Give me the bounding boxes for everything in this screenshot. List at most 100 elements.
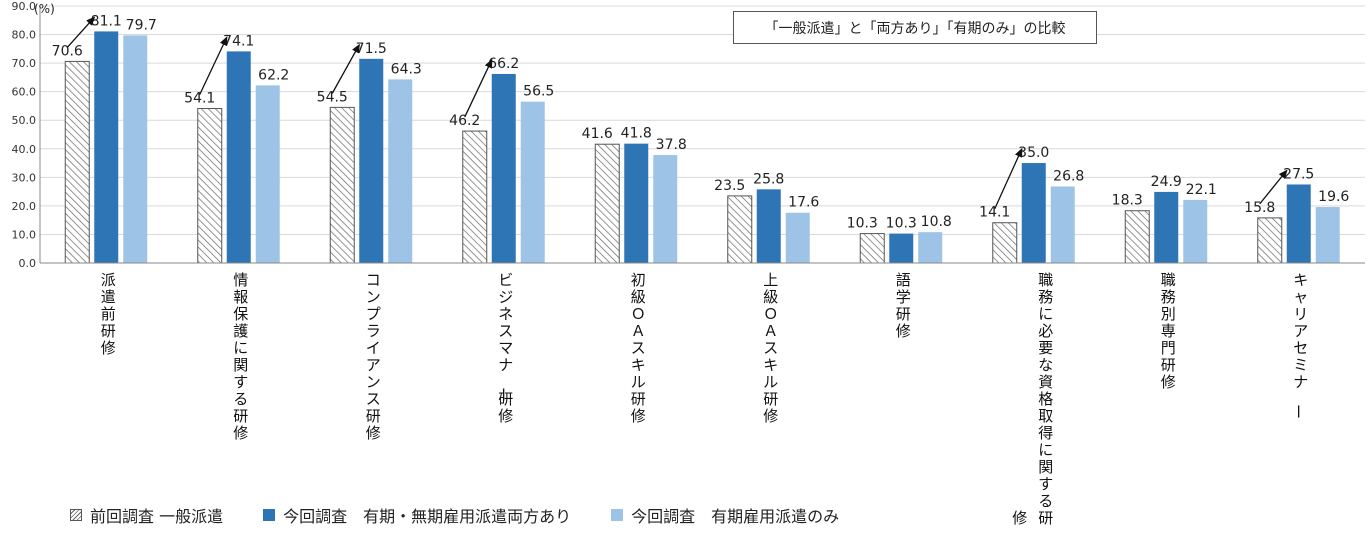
value-label: 10.3	[886, 216, 917, 232]
value-label: 22.1	[1186, 182, 1217, 198]
legend: 前回調査 一般派遣 今回調査 有期・無期雇用派遣両方あり 今回調査 有期雇用派遣…	[70, 503, 879, 527]
bar-previous	[329, 106, 355, 264]
value-labels: 70.6 81.1 79.7 54.1 74.1 62.2 54.5 71.564.3 46.2…	[52, 13, 1350, 231]
bar-both	[1021, 163, 1046, 263]
value-label: 41.8	[621, 126, 652, 142]
value-label: 10.8	[921, 214, 952, 230]
value-label: 24.9	[1151, 174, 1182, 190]
legend-item-previous: 前回調査 一般派遣	[70, 503, 223, 527]
y-tick-label: 90.0	[12, 0, 37, 13]
bar-both	[1154, 191, 1179, 263]
value-label: 54.1	[184, 91, 215, 107]
value-label: 81.1	[91, 13, 122, 29]
legend-swatch-both	[263, 509, 276, 521]
arrows	[66, 16, 1288, 210]
legend-label-only: 今回調査 有期雇用派遣のみ	[631, 507, 840, 526]
value-label: 79.7	[126, 17, 157, 33]
value-label: 56.5	[523, 84, 554, 100]
bar-previous	[197, 108, 223, 264]
value-label: 62.2	[258, 67, 289, 83]
bar-only	[388, 79, 413, 263]
y-tick-label: 30.0	[12, 171, 37, 184]
category-label: 語学研修	[896, 271, 911, 340]
bar-both	[94, 31, 119, 263]
legend-label-both: 今回調査 有期・無期雇用派遣両方あり	[283, 507, 572, 526]
value-label: 19.6	[1318, 189, 1349, 205]
y-tick-label: 80.0	[12, 29, 37, 42]
value-label: 64.3	[391, 61, 422, 77]
change-arrow	[1259, 169, 1288, 205]
legend-label-previous: 前回調査 一般派遣	[90, 507, 224, 526]
bar-previous	[992, 222, 1018, 264]
y-tick-label: 70.0	[12, 57, 37, 70]
change-arrow	[199, 36, 228, 95]
change-arrow	[331, 43, 360, 94]
value-label: 27.5	[1283, 166, 1314, 182]
category-label: 職務に必要な資格取得に関する研修	[1012, 271, 1053, 527]
y-tick-label: 40.0	[12, 143, 37, 156]
value-label: 17.6	[788, 195, 819, 211]
value-label: 25.8	[753, 171, 784, 187]
bar-previous	[1124, 210, 1150, 264]
bar-only	[918, 232, 943, 263]
bar-both	[226, 51, 251, 263]
axes: 0.0 10.0 20.0 30.0 40.0 50.0 60.0 70.0 80.0 90.0 派…	[12, 0, 1365, 527]
value-label: 71.5	[356, 41, 387, 57]
value-label: 46.2	[449, 113, 480, 129]
bar-both	[624, 143, 649, 263]
bar-previous	[859, 233, 885, 264]
bar-previous	[594, 143, 620, 264]
category-label: 情報保護に関する研修	[233, 271, 248, 442]
bar-only	[1050, 186, 1075, 263]
y-tick-label: 0.0	[19, 257, 37, 270]
bar-previous	[727, 195, 753, 264]
legend-item-both: 今回調査 有期・無期雇用派遣両方あり	[263, 503, 571, 527]
y-tick-label: 50.0	[12, 114, 37, 127]
y-tick-label: 20.0	[12, 200, 37, 213]
value-label: 41.6	[582, 126, 613, 142]
change-arrow	[464, 58, 493, 118]
value-label: 15.8	[1244, 200, 1275, 216]
bar-only	[520, 101, 545, 264]
category-label: 派遣前研修	[101, 271, 116, 357]
category-label: 上級ＯＡスキル研修	[763, 271, 778, 425]
bar-both	[889, 233, 914, 263]
legend-swatch-only	[611, 509, 624, 521]
bars	[64, 31, 1340, 264]
value-label: 54.5	[317, 89, 348, 105]
value-label: 14.1	[979, 205, 1010, 221]
bar-only	[1315, 207, 1340, 263]
value-label: 74.1	[223, 33, 254, 49]
change-arrow	[994, 147, 1023, 210]
category-label: ビジネスマナー研修	[494, 271, 513, 425]
category-label: 職務別専門研修	[1161, 271, 1176, 391]
category-label: キャリアセミナー	[1289, 271, 1308, 419]
category-label: 初級ＯＡスキル研修	[631, 271, 646, 425]
category-label: コンプライアンス研修	[366, 271, 381, 442]
value-label: 26.8	[1053, 168, 1084, 184]
bar-both	[756, 189, 781, 263]
change-arrow	[66, 16, 96, 48]
bar-previous	[64, 60, 90, 264]
bar-previous	[1257, 217, 1283, 264]
value-label: 23.5	[714, 178, 745, 194]
bar-both	[359, 58, 384, 264]
value-label: 37.8	[656, 137, 687, 153]
bar-only	[785, 212, 810, 263]
value-label: 35.0	[1018, 145, 1049, 161]
value-label: 70.6	[52, 43, 83, 59]
comparison-note: 「一般派遣」と「両方あり」「有期のみ」の比較	[733, 11, 1097, 44]
bar-only	[1183, 199, 1208, 263]
y-axis-unit: (%)	[34, 2, 55, 16]
y-tick-label: 60.0	[12, 86, 37, 99]
bar-both	[491, 73, 516, 263]
value-label: 66.2	[488, 56, 519, 72]
bar-previous	[462, 130, 488, 264]
bar-only	[653, 155, 678, 263]
value-label: 18.3	[1112, 193, 1143, 209]
legend-item-only: 今回調査 有期雇用派遣のみ	[611, 503, 839, 527]
y-tick-label: 10.0	[12, 228, 37, 241]
value-label: 10.3	[847, 216, 878, 232]
legend-swatch-previous	[70, 509, 82, 521]
